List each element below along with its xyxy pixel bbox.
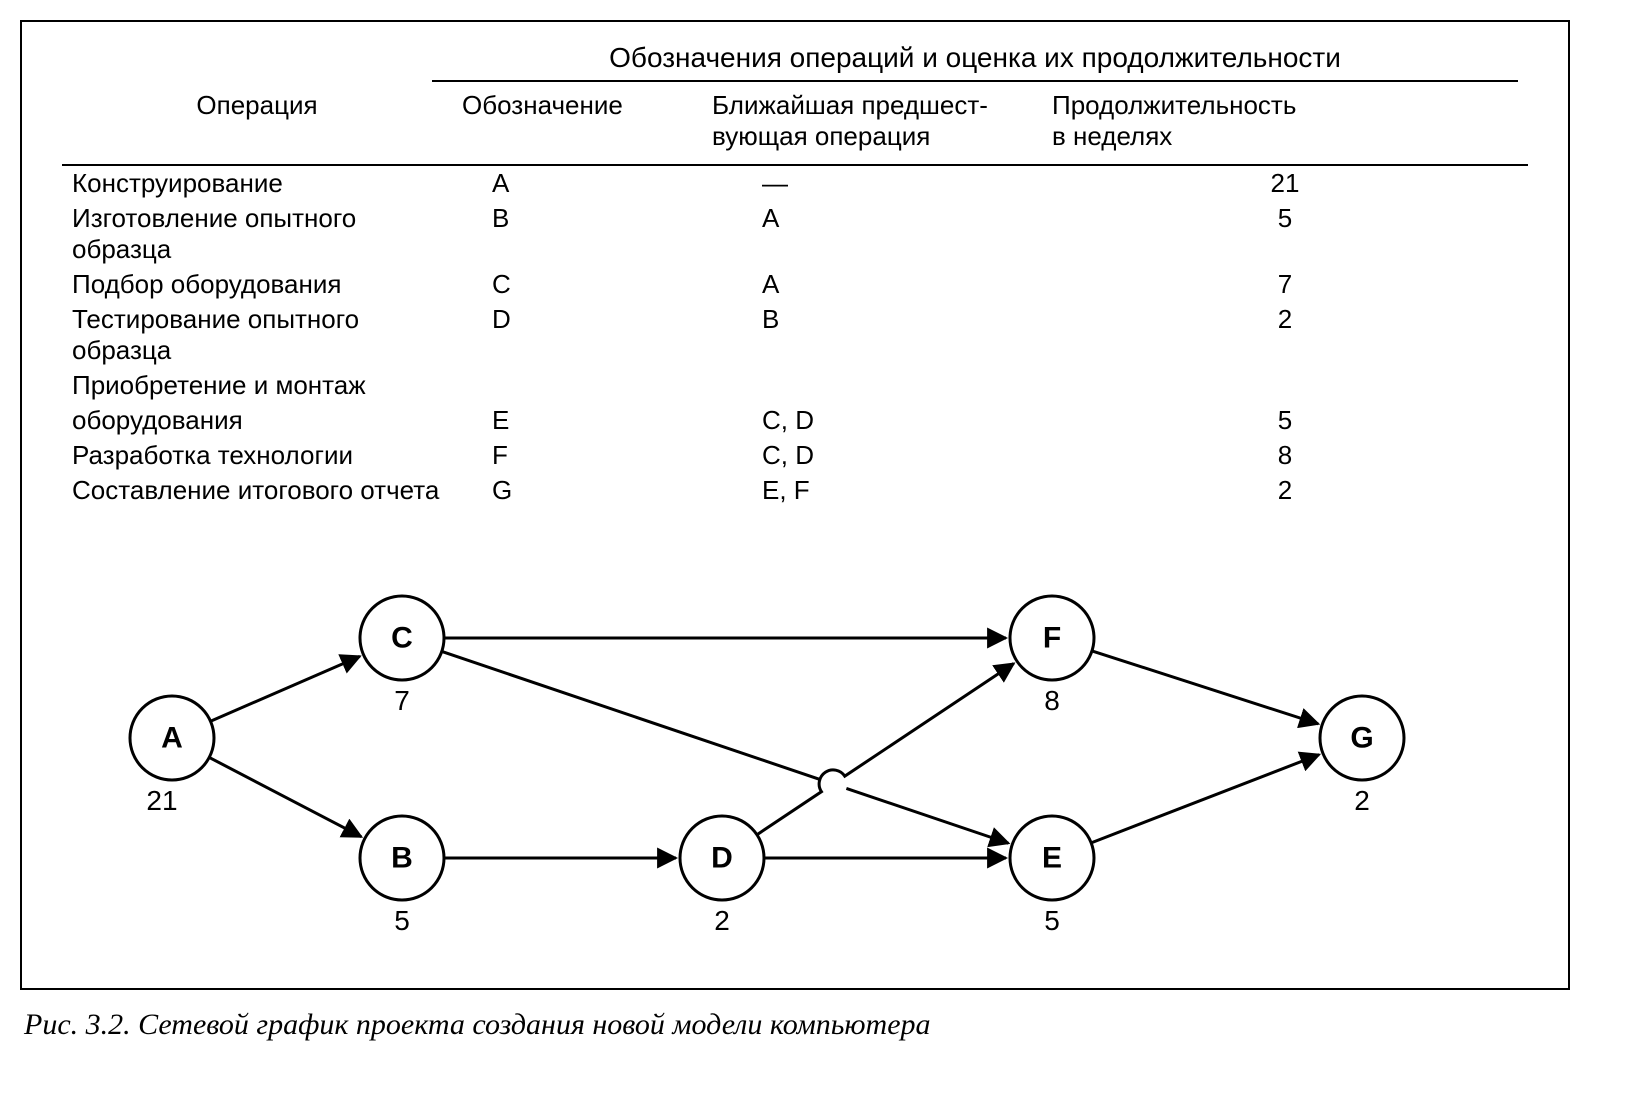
col-header-predecessor: Ближайшая предшест-вующая операция — [702, 82, 1042, 165]
col-header-duration: Продолжительностьв неделях — [1042, 82, 1528, 165]
cell-operation: Подбор оборудования — [62, 267, 452, 302]
edge-A-B — [209, 757, 361, 836]
cell-duration: 8 — [1042, 438, 1528, 473]
node-duration-E: 5 — [1044, 905, 1060, 936]
cell-predecessor: C, D — [702, 403, 1042, 438]
table-row: КонструированиеA—21 — [62, 165, 1528, 201]
node-label-F: F — [1043, 622, 1061, 655]
figure-caption: Рис. 3.2. Сетевой график проекта создани… — [20, 1008, 1619, 1042]
cell-code: B — [452, 201, 702, 267]
operations-table-area: Обозначения операций и оценка их продолж… — [62, 42, 1528, 508]
cell-operation: Конструирование — [62, 165, 452, 201]
table-row: Разработка технологииFC, D8 — [62, 438, 1528, 473]
cell-operation: оборудования — [62, 403, 452, 438]
network-graph: A 21 C 7 B 5 D 2 F 8 E 5 G 2 — [62, 538, 1562, 958]
cell-duration: 5 — [1042, 201, 1528, 267]
cell-operation: Приобретение и монтаж — [62, 368, 452, 403]
cell-code: G — [452, 473, 702, 508]
cell-predecessor: A — [702, 201, 1042, 267]
edge-E-G — [1091, 755, 1319, 843]
cell-code: D — [452, 302, 702, 368]
node-label-G: G — [1350, 722, 1373, 755]
edge-A-C — [211, 656, 360, 721]
cell-operation: Тестирование опытного образца — [62, 302, 452, 368]
network-graph-wrap: A 21 C 7 B 5 D 2 F 8 E 5 G 2 — [62, 538, 1528, 958]
cell-predecessor: B — [702, 302, 1042, 368]
cell-predecessor: C, D — [702, 438, 1042, 473]
table-super-header: Обозначения операций и оценка их продолж… — [432, 42, 1518, 82]
cell-code: E — [452, 403, 702, 438]
cell-operation: Разработка технологии — [62, 438, 452, 473]
cell-predecessor: — — [702, 165, 1042, 201]
col-header-operation: Операция — [62, 82, 452, 165]
node-duration-G: 2 — [1354, 785, 1370, 816]
cell-duration: 2 — [1042, 302, 1528, 368]
edge-C-E — [846, 788, 1008, 843]
cell-operation: Изготовление опытного образца — [62, 201, 452, 267]
table-row: Приобретение и монтаж — [62, 368, 1528, 403]
table-row: Изготовление опытного образцаBA5 — [62, 201, 1528, 267]
edge-C-E — [442, 651, 820, 779]
edge-D-F — [757, 664, 1014, 835]
table-row: Тестирование опытного образцаDB2 — [62, 302, 1528, 368]
figure-frame: Обозначения операций и оценка их продолж… — [20, 20, 1570, 990]
cell-code: A — [452, 165, 702, 201]
table-row: Составление итогового отчетаGE, F2 — [62, 473, 1528, 508]
table-row: оборудованияEC, D5 — [62, 403, 1528, 438]
cell-code: C — [452, 267, 702, 302]
node-label-A: A — [161, 722, 183, 755]
cell-duration: 2 — [1042, 473, 1528, 508]
cell-duration: 7 — [1042, 267, 1528, 302]
table-row: Подбор оборудованияCA7 — [62, 267, 1528, 302]
node-duration-D: 2 — [714, 905, 730, 936]
cell-duration: 5 — [1042, 403, 1528, 438]
node-label-D: D — [711, 842, 733, 875]
node-label-C: C — [391, 622, 413, 655]
node-duration-C: 7 — [394, 685, 410, 716]
cell-predecessor: E, F — [702, 473, 1042, 508]
cell-duration: 21 — [1042, 165, 1528, 201]
node-label-B: B — [391, 842, 413, 875]
cell-predecessor: A — [702, 267, 1042, 302]
node-duration-B: 5 — [394, 905, 410, 936]
col-header-code: Обозначение — [452, 82, 702, 165]
operations-table: Операция Обозначение Ближайшая предшест-… — [62, 82, 1528, 508]
edge-F-G — [1092, 651, 1318, 724]
node-duration-A: 21 — [146, 785, 177, 816]
node-duration-F: 8 — [1044, 685, 1060, 716]
cell-code: F — [452, 438, 702, 473]
cell-operation: Составление итогового отчета — [62, 473, 452, 508]
node-label-E: E — [1042, 842, 1062, 875]
